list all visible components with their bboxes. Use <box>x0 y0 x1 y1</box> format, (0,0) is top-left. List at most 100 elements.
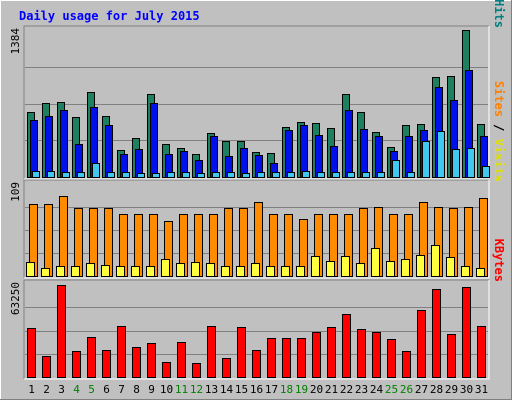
x-tick-label: 15 <box>235 383 248 396</box>
y-max-label: 1384 <box>9 28 22 55</box>
x-tick-label: 13 <box>205 383 218 396</box>
x-tick-label: 19 <box>295 383 308 396</box>
bar-sites-day-17 <box>266 266 275 277</box>
chart-title: Daily usage for July 2015 <box>19 9 200 23</box>
x-tick-label: 20 <box>310 383 323 396</box>
bar-files-day-23 <box>360 129 368 178</box>
legend-part: Sites <box>492 81 506 117</box>
bar-files-day-22 <box>345 110 353 178</box>
bar-visits-day-3 <box>59 196 68 277</box>
x-tick-label: 24 <box>370 383 384 396</box>
bar-sites-day-28 <box>431 245 440 277</box>
bar-kbytes-day-11 <box>177 342 186 378</box>
x-tick-label: 21 <box>325 383 338 396</box>
bar-files-day-3 <box>60 110 68 178</box>
bar-sites-day-22 <box>341 256 350 277</box>
bar-pages-day-20 <box>317 172 325 178</box>
bar-kbytes-day-28 <box>432 289 441 378</box>
bar-files-day-19 <box>300 125 308 178</box>
bar-pages-day-16 <box>257 172 265 178</box>
bar-kbytes-day-26 <box>402 351 411 378</box>
bar-kbytes-day-9 <box>147 343 156 378</box>
y-max-label: 109 <box>9 182 22 202</box>
series-legend: KBytes <box>492 239 506 282</box>
panel-kbytes-area-shadow <box>23 279 489 379</box>
bar-sites-day-29 <box>446 257 455 277</box>
bar-kbytes-day-4 <box>72 351 81 378</box>
bar-pages-day-21 <box>332 172 340 178</box>
panel-pages-files-hits: 1384 Pages / Files / Hits <box>9 0 506 180</box>
bar-pages-day-2 <box>47 171 55 178</box>
bar-pages-day-11 <box>182 172 190 178</box>
panel-sites-visits: 109 Sites / Visits <box>9 81 506 279</box>
bar-kbytes-day-3 <box>57 285 66 378</box>
bar-files-day-13 <box>210 136 218 178</box>
x-tick-label: 5 <box>88 383 95 396</box>
bar-kbytes-day-17 <box>267 338 276 378</box>
bar-sites-day-2 <box>41 268 50 277</box>
bar-files-day-20 <box>315 135 323 178</box>
bar-kbytes-day-14 <box>222 358 231 378</box>
x-tick-label: 25 <box>385 383 398 396</box>
bar-pages-day-30 <box>467 148 475 178</box>
x-tick-label: 4 <box>73 383 80 396</box>
x-tick-label: 28 <box>430 383 443 396</box>
bar-files-day-24 <box>375 136 383 178</box>
bar-sites-day-9 <box>146 266 155 277</box>
bar-kbytes-day-19 <box>297 338 306 378</box>
bar-sites-day-16 <box>251 263 260 277</box>
x-tick-label: 11 <box>175 383 188 396</box>
x-tick-label: 7 <box>118 383 125 396</box>
bar-files-day-18 <box>285 130 293 178</box>
bar-pages-day-29 <box>452 149 460 178</box>
bar-kbytes-day-7 <box>117 326 126 378</box>
bar-sites-day-7 <box>116 266 125 277</box>
bar-kbytes-day-1 <box>27 328 36 378</box>
bar-kbytes-day-2 <box>42 356 51 378</box>
y-max-label: 63250 <box>9 282 22 315</box>
x-tick-label: 1 <box>28 383 35 396</box>
bar-files-day-26 <box>405 136 413 178</box>
x-tick-label: 27 <box>415 383 428 396</box>
panel-pages-files-hits-area-light <box>24 26 490 180</box>
bar-sites-day-3 <box>56 266 65 277</box>
bar-kbytes-day-22 <box>342 314 351 378</box>
bar-kbytes-day-25 <box>387 339 396 378</box>
bar-pages-day-24 <box>377 172 385 178</box>
x-tick-label: 23 <box>355 383 368 396</box>
x-tick-label: 26 <box>400 383 413 396</box>
bar-sites-day-11 <box>176 263 185 277</box>
x-tick-label: 29 <box>445 383 458 396</box>
series-legend: Pages / Files / Hits <box>492 0 506 28</box>
bar-visits-day-2 <box>44 204 53 277</box>
bar-pages-day-12 <box>197 173 205 178</box>
bar-sites-day-5 <box>86 263 95 277</box>
bar-kbytes-day-13 <box>207 326 216 378</box>
bar-pages-day-31 <box>482 166 490 178</box>
x-tick-label: 8 <box>133 383 140 396</box>
bar-kbytes-day-15 <box>237 327 246 378</box>
bar-kbytes-day-29 <box>447 334 456 378</box>
panel-sites-visits-area-light <box>24 180 490 279</box>
bar-files-day-9 <box>150 103 158 178</box>
bar-sites-day-13 <box>206 263 215 277</box>
bar-pages-day-4 <box>77 172 85 178</box>
bar-kbytes-day-18 <box>282 338 291 378</box>
bar-sites-day-6 <box>101 265 110 277</box>
bar-kbytes-day-21 <box>327 327 336 378</box>
panel-kbytes-area-light <box>24 280 490 380</box>
bar-sites-day-12 <box>191 262 200 277</box>
bar-pages-day-17 <box>272 172 280 178</box>
bar-sites-day-18 <box>281 266 290 277</box>
bar-pages-day-3 <box>62 172 70 178</box>
bar-kbytes-day-23 <box>357 329 366 378</box>
x-tick-label: 16 <box>250 383 263 396</box>
panel-pages-files-hits-area-shadow <box>23 25 489 179</box>
x-tick-label: 2 <box>43 383 50 396</box>
bar-sites-day-8 <box>131 266 140 277</box>
bar-sites-day-26 <box>401 259 410 277</box>
panel-kbytes: 63250 KBytes <box>9 239 506 380</box>
bar-pages-day-19 <box>302 171 310 178</box>
x-tick-label: 18 <box>280 383 293 396</box>
bar-pages-day-9 <box>152 173 160 178</box>
